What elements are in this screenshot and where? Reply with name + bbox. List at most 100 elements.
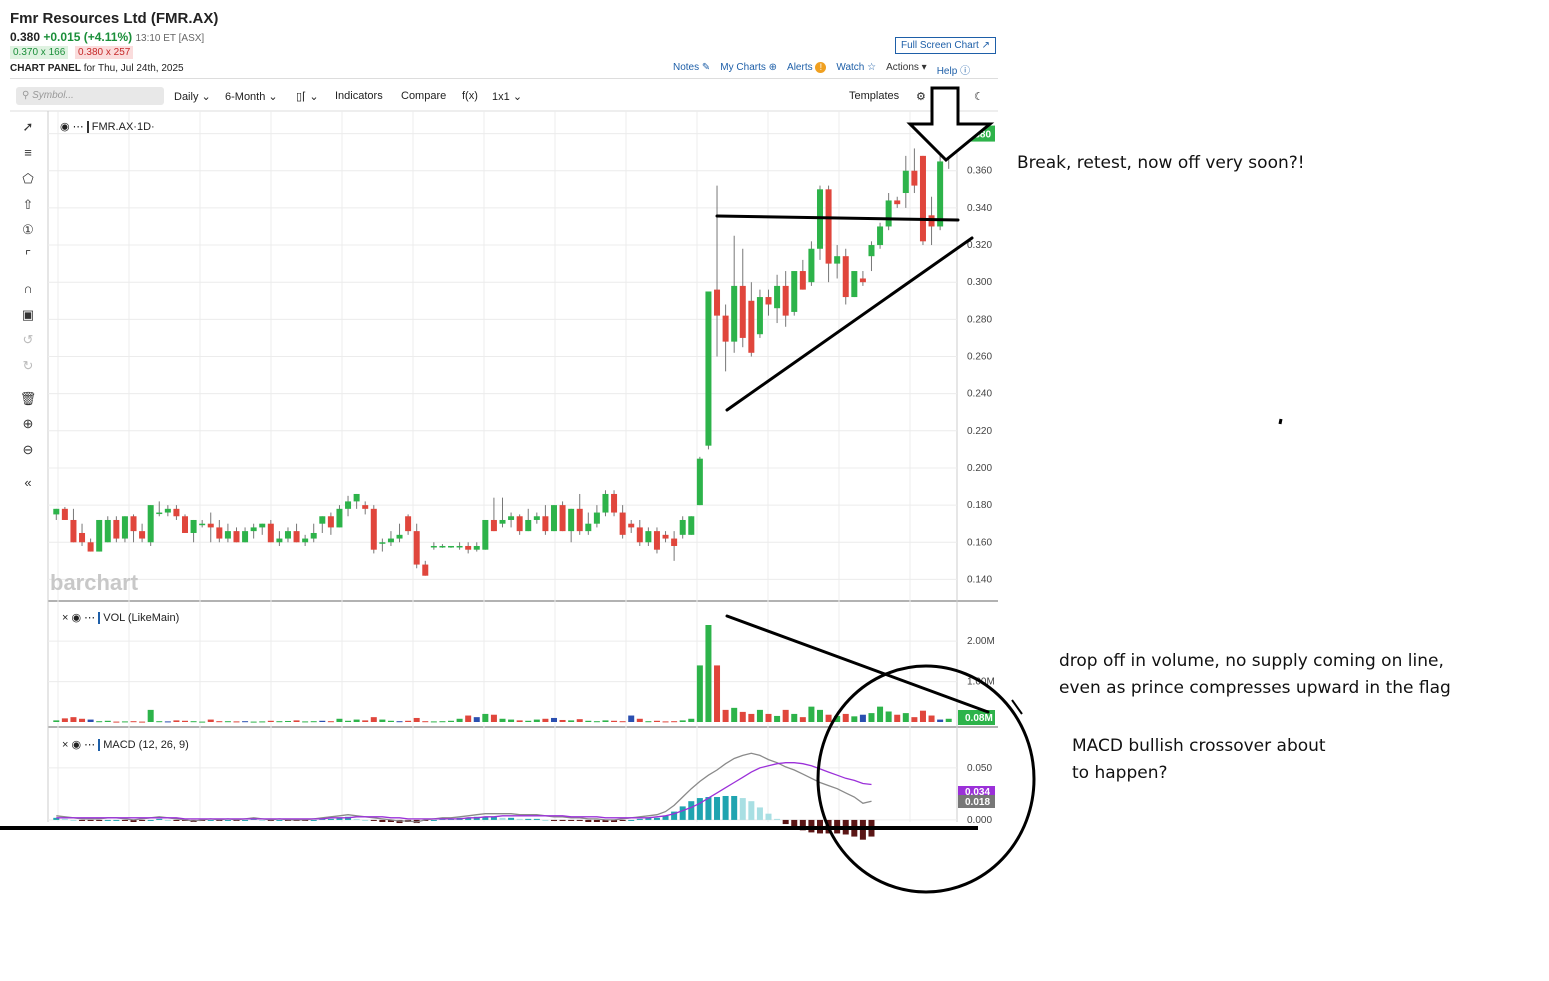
- quote-header: Fmr Resources Ltd (FMR.AX) 0.380 +0.015 …: [10, 10, 218, 74]
- notes-link[interactable]: Notes ✎: [673, 62, 710, 77]
- last-volume-label: 0.08M: [965, 713, 993, 724]
- eye-icon[interactable]: ◉: [60, 121, 70, 133]
- volume-bar: [276, 721, 283, 723]
- candle-body: [611, 493, 618, 513]
- candle-body: [362, 505, 369, 509]
- macd-histogram-bar: [628, 819, 635, 821]
- macd-value-marker: [958, 795, 995, 808]
- chevron-down-icon: ⌄: [268, 91, 278, 103]
- ask-badge: 0.380 x 257: [75, 46, 134, 59]
- candle-body: [628, 523, 635, 528]
- collapse-icon[interactable]: «: [24, 475, 32, 490]
- price-tick-label: 0.340: [967, 203, 992, 214]
- macd-histogram-bar: [550, 819, 557, 821]
- more-icon[interactable]: ⋯: [72, 121, 84, 133]
- compare-button[interactable]: Compare: [401, 90, 447, 102]
- zoom-out-icon[interactable]: ⊖: [22, 442, 34, 457]
- symbol-label: FMR.AX·1D·: [86, 121, 155, 133]
- macd-histogram-bar: [276, 819, 283, 821]
- macd-histogram-bar: [121, 819, 128, 821]
- arrow-tool-icon[interactable]: ⇧: [22, 197, 34, 212]
- candle-body: [156, 512, 163, 515]
- volume-bar: [774, 715, 781, 722]
- redo-icon[interactable]: ↻: [22, 358, 34, 373]
- volume-bar: [182, 720, 189, 722]
- my-charts-link[interactable]: My Charts ⊕: [720, 62, 777, 77]
- candle-body: [345, 501, 352, 509]
- price-tick-label: 0.220: [967, 426, 992, 437]
- measure-tool-icon[interactable]: ⌜: [24, 248, 32, 263]
- trash-icon[interactable]: 🗑: [19, 391, 37, 406]
- indicators-button[interactable]: Indicators: [335, 90, 383, 102]
- candle-body: [327, 516, 334, 528]
- volume-bar: [121, 721, 128, 723]
- macd-histogram-bar: [731, 795, 738, 820]
- macd-histogram-bar: [799, 819, 806, 831]
- volume-bar: [473, 717, 480, 722]
- candle-body: [164, 508, 171, 513]
- undo-icon[interactable]: ↺: [22, 332, 34, 347]
- alerts-link[interactable]: Alerts !: [787, 62, 827, 77]
- candle-body: [482, 519, 489, 550]
- more-icon[interactable]: ⋯: [84, 739, 96, 751]
- candle-body: [705, 291, 712, 446]
- fx-button[interactable]: f(x): [462, 90, 478, 102]
- search-icon: ⚲: [22, 90, 30, 101]
- interval-select[interactable]: Daily ⌄: [174, 90, 211, 103]
- close-icon[interactable]: ×: [62, 612, 69, 624]
- shape-tool-icon[interactable]: ⬠: [22, 171, 34, 186]
- plus-circle-icon: ⊕: [768, 62, 778, 73]
- candle-body: [370, 508, 377, 550]
- full-screen-chart-button[interactable]: Full Screen Chart ↗: [895, 37, 996, 54]
- volume-bar: [628, 715, 635, 722]
- help-link[interactable]: Help ⓘ: [937, 62, 970, 77]
- candle-body: [636, 527, 643, 543]
- candle-body: [542, 516, 549, 532]
- candle-body: [259, 523, 266, 528]
- price-tick-label: 0.360: [967, 166, 992, 177]
- volume-bar: [173, 720, 180, 722]
- volume-bar: [336, 718, 343, 722]
- line-tool-icon[interactable]: ➚: [22, 119, 34, 134]
- volume-bar: [679, 720, 686, 722]
- macd-histogram-bar: [559, 819, 566, 821]
- symbol-search-input[interactable]: ⚲ Symbol...: [16, 87, 164, 105]
- price-tick-label: 0.260: [967, 352, 992, 363]
- candle-body: [139, 531, 146, 539]
- watch-link[interactable]: Watch ☆: [836, 62, 876, 77]
- range-select[interactable]: 6-Month ⌄: [225, 90, 278, 103]
- edit-icon: ✎: [701, 62, 711, 73]
- macd-histogram-bar: [516, 818, 523, 820]
- price-change: +0.015 (+4.11%): [43, 30, 133, 44]
- actions-menu[interactable]: Actions ▾: [886, 62, 927, 77]
- chart-style-select[interactable]: ▯⌈ ⌄: [296, 90, 319, 103]
- zoom-in-icon[interactable]: ⊕: [22, 416, 34, 431]
- moon-icon[interactable]: ☾: [974, 91, 984, 103]
- candle-body: [173, 508, 180, 517]
- eye-icon[interactable]: ◉: [71, 612, 82, 624]
- number-tool-icon[interactable]: ①: [22, 222, 34, 237]
- signal-value-marker: [958, 786, 995, 796]
- lock-icon[interactable]: ▣: [21, 307, 35, 322]
- more-icon[interactable]: ⋯: [84, 612, 96, 624]
- templates-button[interactable]: Templates: [849, 90, 900, 102]
- macd-pane-label: × ◉ ⋯ MACD (12, 26, 9): [62, 738, 189, 751]
- macd-histogram-bar: [242, 819, 249, 821]
- candle-body: [490, 519, 497, 532]
- magnet-icon[interactable]: ∩: [23, 281, 33, 296]
- annotation-macd: MACD bullish crossover about to happen?: [1072, 733, 1326, 787]
- close-icon[interactable]: ×: [62, 739, 69, 751]
- layout-select[interactable]: 1x1 ⌄: [492, 90, 522, 103]
- candle-body: [465, 545, 472, 550]
- signal-value-label: 0.034: [965, 787, 990, 798]
- gear-icon[interactable]: ⚙: [916, 91, 926, 103]
- price-tick-label: 0.280: [967, 314, 992, 325]
- macd-histogram-bar: [688, 801, 695, 820]
- volume-bar: [267, 720, 274, 722]
- fib-tool-icon[interactable]: ≡: [24, 145, 32, 160]
- eye-icon[interactable]: ◉: [71, 739, 82, 751]
- pen-dot: [1278, 418, 1283, 425]
- candle-body: [671, 538, 678, 546]
- candle-body: [516, 516, 523, 532]
